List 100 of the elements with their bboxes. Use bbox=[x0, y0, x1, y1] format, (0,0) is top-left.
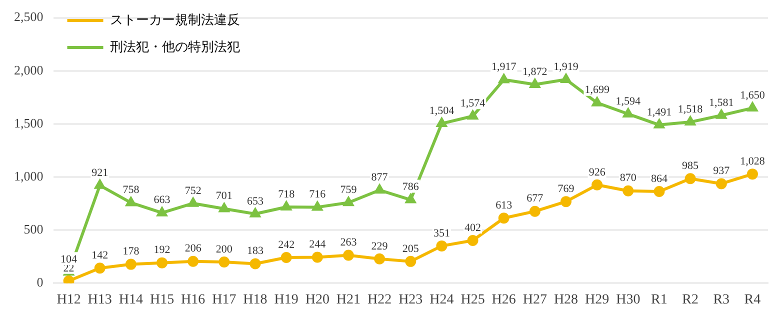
x-tick-label: H25 bbox=[460, 292, 485, 308]
point bbox=[94, 180, 105, 189]
data-label: 718 bbox=[278, 188, 296, 200]
data-label: 752 bbox=[184, 184, 202, 197]
data-label: 653 bbox=[246, 195, 264, 208]
point bbox=[561, 74, 571, 83]
x-tick-label: H14 bbox=[118, 292, 144, 308]
data-label: 244 bbox=[309, 238, 326, 251]
data-label: 870 bbox=[620, 172, 637, 184]
point bbox=[281, 201, 292, 210]
point bbox=[654, 186, 665, 197]
data-label: 877 bbox=[371, 171, 388, 184]
x-tick-label: H21 bbox=[336, 292, 361, 308]
point bbox=[746, 168, 758, 180]
point bbox=[312, 202, 322, 211]
data-label: 758 bbox=[122, 184, 140, 196]
point bbox=[94, 262, 106, 274]
x-tick-label: R2 bbox=[682, 292, 698, 308]
data-label: 921 bbox=[92, 166, 108, 179]
data-label: 926 bbox=[588, 166, 606, 178]
point bbox=[498, 74, 509, 84]
y-tick-label: 1,000 bbox=[14, 168, 44, 184]
point bbox=[748, 102, 758, 112]
data-label: 205 bbox=[402, 242, 420, 255]
point bbox=[529, 206, 540, 217]
y-tick-label: 2,000 bbox=[14, 62, 44, 78]
data-label: 1,872 bbox=[522, 66, 548, 78]
data-label: 142 bbox=[92, 250, 108, 262]
data-label: 759 bbox=[340, 184, 358, 196]
x-tick-label: H28 bbox=[554, 292, 578, 308]
point bbox=[219, 203, 230, 212]
point bbox=[188, 256, 199, 267]
point bbox=[592, 97, 602, 106]
point bbox=[312, 252, 323, 263]
point bbox=[405, 256, 416, 267]
y-tick-label: 0 bbox=[36, 274, 44, 290]
x-tick-label: H23 bbox=[398, 292, 423, 308]
data-label: 200 bbox=[216, 243, 233, 256]
point bbox=[716, 110, 726, 119]
x-tick-label: R1 bbox=[651, 292, 668, 308]
x-tick-label: H30 bbox=[616, 292, 640, 308]
x-tick-label: H19 bbox=[274, 292, 298, 308]
x-tick-label: H24 bbox=[430, 292, 454, 308]
x-tick-label: H16 bbox=[181, 292, 206, 308]
x-tick-label: R3 bbox=[713, 292, 730, 308]
data-label: 1,574 bbox=[460, 97, 486, 110]
data-label: 786 bbox=[402, 181, 420, 194]
point bbox=[188, 198, 198, 207]
data-label: 1,919 bbox=[554, 60, 579, 73]
data-label: 1,518 bbox=[678, 103, 704, 116]
y-tick-label: 500 bbox=[24, 222, 44, 237]
data-label: 242 bbox=[278, 238, 295, 251]
data-label: 1,491 bbox=[646, 106, 672, 118]
data-label: 613 bbox=[496, 200, 513, 212]
data-label: 183 bbox=[246, 245, 264, 258]
y-tick-label: 2,500 bbox=[14, 9, 44, 24]
data-label: 192 bbox=[154, 244, 170, 256]
x-tick-label: H17 bbox=[212, 292, 236, 308]
data-label: 663 bbox=[154, 194, 171, 206]
data-label: 1,699 bbox=[584, 84, 610, 96]
point bbox=[592, 179, 603, 190]
data-label: 402 bbox=[464, 222, 482, 234]
x-tick-label: R4 bbox=[744, 292, 761, 308]
data-label: 351 bbox=[433, 227, 450, 240]
point bbox=[560, 196, 572, 208]
point bbox=[530, 78, 540, 88]
point bbox=[467, 235, 478, 246]
point bbox=[436, 240, 448, 252]
data-label: 1,504 bbox=[429, 104, 455, 117]
data-label: 769 bbox=[558, 182, 575, 195]
point bbox=[342, 250, 354, 261]
point bbox=[125, 258, 136, 270]
point bbox=[498, 212, 510, 224]
data-label: 1,028 bbox=[740, 155, 766, 168]
legend-label: ストーカー規制法違反 bbox=[110, 12, 240, 27]
point bbox=[684, 173, 696, 184]
point bbox=[126, 197, 136, 206]
x-tick-label: H26 bbox=[492, 292, 516, 308]
data-label: 206 bbox=[184, 242, 202, 255]
point bbox=[716, 178, 727, 190]
data-label: 104 bbox=[60, 254, 78, 266]
data-label: 985 bbox=[682, 160, 700, 172]
point bbox=[374, 253, 386, 264]
point bbox=[436, 118, 447, 128]
point bbox=[374, 184, 385, 194]
point bbox=[157, 207, 167, 216]
data-label: 677 bbox=[526, 192, 544, 205]
data-label: 864 bbox=[650, 172, 668, 185]
x-tick-label: H29 bbox=[585, 292, 610, 308]
data-label: 716 bbox=[309, 188, 326, 201]
point bbox=[468, 110, 478, 120]
point bbox=[344, 197, 354, 206]
x-tick-label: H12 bbox=[56, 292, 81, 308]
data-label: 1,581 bbox=[709, 96, 734, 109]
point bbox=[623, 108, 634, 118]
point bbox=[250, 208, 260, 218]
point bbox=[406, 194, 416, 204]
y-tick-label: 1,500 bbox=[14, 115, 44, 130]
point bbox=[156, 257, 168, 268]
point bbox=[250, 258, 261, 270]
